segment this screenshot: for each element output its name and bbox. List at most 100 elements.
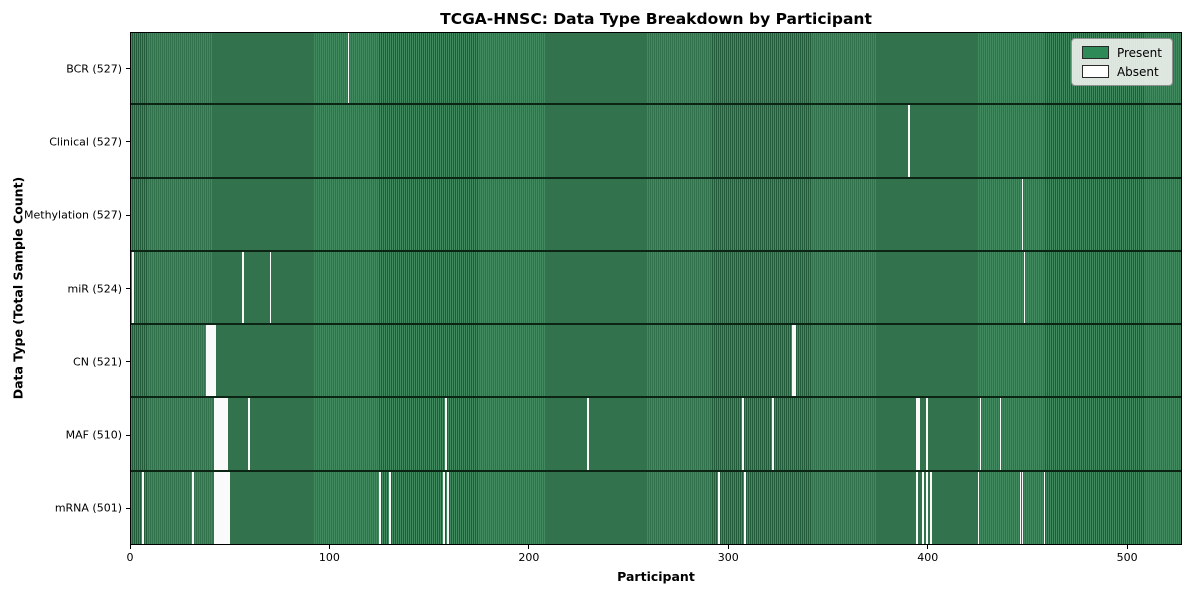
legend-label-present: Present xyxy=(1116,45,1162,60)
absent-bar xyxy=(379,471,382,545)
absent-bar xyxy=(241,251,244,324)
absent-bar xyxy=(447,471,449,545)
absent-bar xyxy=(347,32,350,104)
present-swatch xyxy=(1081,46,1109,59)
y-tick-label-mrna: mRNA (501) xyxy=(54,501,122,515)
x-tick-label: 400 xyxy=(917,551,939,564)
y-tick xyxy=(126,288,130,289)
legend-entry-absent: Absent xyxy=(1081,64,1162,79)
absent-bar xyxy=(142,471,144,545)
y-tick xyxy=(126,141,130,143)
absent-bar xyxy=(907,105,910,177)
row-band-maf xyxy=(130,398,1182,472)
chart-title: TCGA-HNSC: Data Type Breakdown by Partic… xyxy=(440,10,872,28)
absent-bar xyxy=(1021,471,1024,545)
absent-bar xyxy=(215,471,218,545)
y-axis-label: Data Type (Total Sample Count) xyxy=(10,176,26,400)
row-band-methylation xyxy=(130,178,1182,252)
plot-area xyxy=(130,32,1182,545)
x-tick xyxy=(528,545,530,549)
absent-bar xyxy=(221,471,224,545)
absent-bar xyxy=(389,471,392,545)
absent-bar xyxy=(225,471,228,545)
x-tick-label: 200 xyxy=(518,551,540,564)
x-tick xyxy=(1126,545,1128,549)
absent-bar xyxy=(227,471,230,545)
absent-bar xyxy=(443,471,445,545)
legend-label-absent: Absent xyxy=(1116,64,1159,79)
absent-bar xyxy=(132,251,134,324)
absent-bar xyxy=(223,471,226,545)
absent-bar xyxy=(215,398,218,470)
absent-bar xyxy=(211,325,214,397)
y-tick xyxy=(126,507,130,509)
absent-bar xyxy=(915,398,918,470)
absent-bar xyxy=(219,398,222,470)
absent-bar xyxy=(718,471,721,545)
absent-bar xyxy=(219,471,222,545)
absent-bar xyxy=(977,471,980,545)
absent-bar xyxy=(792,325,794,397)
x-axis-label: Participant xyxy=(617,569,695,584)
row-band-mir xyxy=(130,251,1182,326)
absent-bar xyxy=(207,325,210,397)
absent-bar xyxy=(217,398,220,470)
x-tick-label: 500 xyxy=(1116,551,1138,564)
row-band-cn xyxy=(130,325,1182,399)
absent-bar xyxy=(1023,251,1026,324)
absent-bar xyxy=(742,398,745,470)
absent-bar xyxy=(205,325,208,397)
absent-bar xyxy=(223,398,226,470)
legend: Present Absent xyxy=(1070,38,1173,86)
absent-bar xyxy=(925,398,928,470)
absent-swatch xyxy=(1081,65,1109,78)
x-tick xyxy=(328,545,330,549)
absent-bar xyxy=(772,398,774,470)
y-tick-label-methylation: Methylation (527) xyxy=(24,208,122,222)
y-tick-label-maf: MAF (510) xyxy=(65,428,122,442)
absent-bar xyxy=(247,398,250,470)
y-tick-label-mir: miR (524) xyxy=(67,282,123,295)
absent-bar xyxy=(586,398,589,470)
absent-bar xyxy=(979,398,982,470)
y-tick-label-bcr: BCR (527) xyxy=(66,62,122,76)
y-tick xyxy=(126,361,130,363)
x-tick-label: 300 xyxy=(717,551,739,564)
absent-bar xyxy=(999,398,1002,470)
absent-bar xyxy=(1019,471,1022,545)
absent-bar xyxy=(929,471,932,545)
absent-bar xyxy=(1021,178,1024,250)
absent-bar xyxy=(1043,471,1046,545)
absent-bar xyxy=(213,398,216,470)
y-tick xyxy=(126,68,130,70)
absent-bar xyxy=(221,398,224,470)
y-tick xyxy=(126,434,130,436)
legend-entry-present: Present xyxy=(1081,45,1162,60)
absent-bar xyxy=(213,325,216,397)
x-tick xyxy=(129,545,131,549)
x-tick-label: 100 xyxy=(318,551,340,564)
row-band-mrna xyxy=(130,471,1182,545)
absent-bar xyxy=(744,471,747,545)
absent-bar xyxy=(217,471,220,545)
x-tick xyxy=(927,545,929,549)
absent-bar xyxy=(915,471,918,545)
absent-bar xyxy=(925,471,928,545)
absent-bar xyxy=(921,471,924,545)
absent-bar xyxy=(191,471,194,545)
x-tick xyxy=(727,545,729,549)
absent-bar xyxy=(917,398,920,470)
y-tick xyxy=(126,214,130,216)
absent-bar xyxy=(225,398,228,470)
row-band-bcr xyxy=(130,32,1182,106)
y-tick-label-cn: CN (521) xyxy=(73,355,122,369)
absent-bar xyxy=(209,325,212,397)
absent-bar xyxy=(794,325,796,397)
absent-bar xyxy=(269,251,272,324)
absent-bar xyxy=(445,398,447,470)
y-tick-label-clinical: Clinical (527) xyxy=(49,135,122,149)
row-band-clinical xyxy=(130,105,1182,179)
absent-bar xyxy=(213,471,216,545)
x-tick-label: 0 xyxy=(126,551,134,564)
